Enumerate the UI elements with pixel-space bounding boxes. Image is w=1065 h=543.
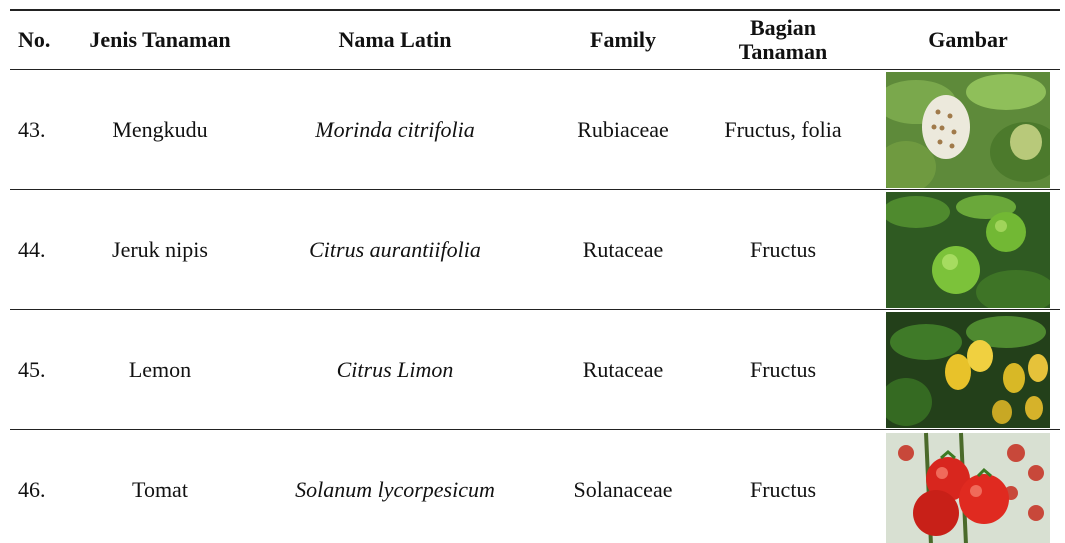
plant-image (886, 72, 1050, 188)
plant-name: Mengkudu (112, 117, 208, 142)
family: Solanaceae (573, 477, 673, 502)
latin-name: Solanum lycorpesicum (295, 477, 495, 502)
plant-image (886, 312, 1050, 428)
row-number: 44. (18, 237, 46, 262)
plant-image (886, 192, 1050, 308)
header-cell: Family (590, 27, 656, 52)
header-cell: Nama Latin (338, 27, 452, 52)
header-cell: Jenis Tanaman (89, 27, 231, 52)
plant-image (886, 432, 1050, 543)
row-rule (10, 429, 1060, 430)
plant-name: Lemon (128, 357, 192, 382)
row-rule (10, 189, 1060, 190)
row-number: 46. (18, 477, 46, 502)
top-rule (10, 9, 1060, 11)
family: Rutaceae (582, 357, 664, 382)
plant-part: Fructus (750, 477, 816, 502)
row-number: 45. (18, 357, 46, 382)
header-cell: No. (18, 27, 51, 52)
latin-name: Citrus Limon (336, 357, 454, 382)
plant-name: Jeruk nipis (112, 237, 208, 262)
plant-part: Fructus (750, 357, 816, 382)
family: Rubiaceae (577, 117, 669, 142)
row-number: 43. (18, 117, 46, 142)
plant-part: Fructus (750, 237, 816, 262)
header-cell: Bagian Tanaman (738, 15, 828, 64)
plant-name: Tomat (132, 477, 188, 502)
header-rule (10, 69, 1060, 70)
family: Rutaceae (582, 237, 664, 262)
latin-name: Morinda citrifolia (315, 117, 475, 142)
header-cell: Gambar (928, 27, 1008, 52)
plant-part: Fructus, folia (724, 117, 842, 142)
latin-name: Citrus aurantiifolia (309, 237, 481, 262)
row-rule (10, 309, 1060, 310)
